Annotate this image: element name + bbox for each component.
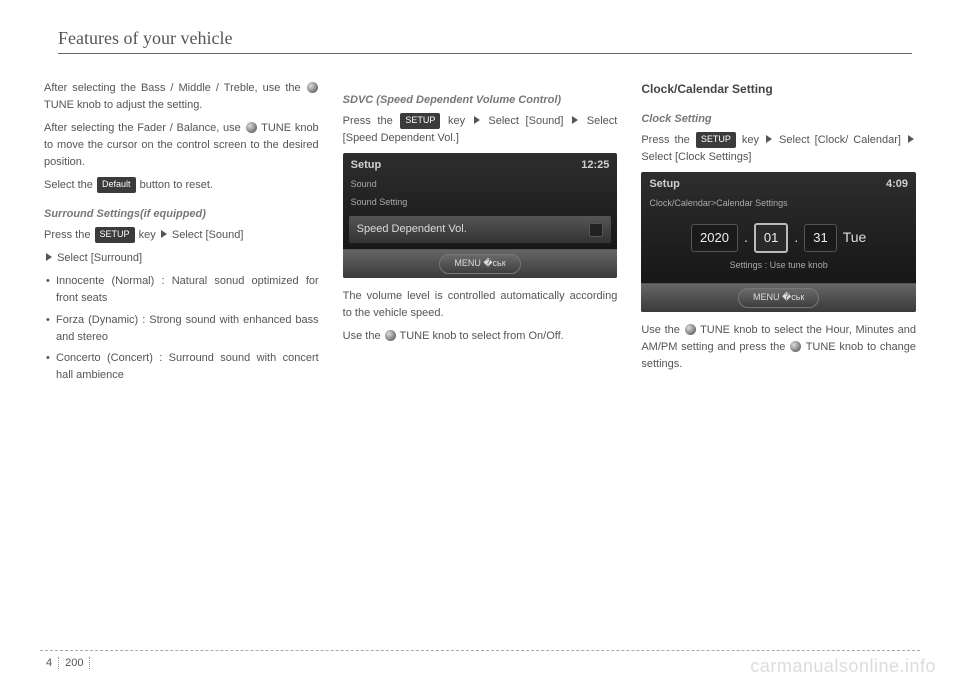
month-box: 01 (754, 223, 788, 253)
text: Select [Sound] (488, 115, 563, 127)
device-title: Setup (351, 157, 382, 174)
surround-heading: Surround Settings(if equipped) (44, 206, 319, 223)
device-crumb: Clock/Calendar>Calendar Settings (641, 195, 916, 213)
para: Use the TUNE knob to select the Hour, Mi… (641, 322, 916, 373)
tune-knob-icon (246, 122, 257, 133)
para: Select the Default button to reset. (44, 177, 319, 194)
arrow-icon (161, 230, 167, 238)
setup-button: SETUP (95, 227, 135, 243)
column-2: SDVC (Speed Dependent Volume Control) Pr… (343, 80, 618, 388)
para: After selecting the Fader / Balance, use… (44, 120, 319, 171)
device-line: Sound Setting (343, 194, 618, 212)
text: Press the (44, 229, 94, 241)
tune-knob-icon (385, 330, 396, 341)
device-screenshot-sdvc: Setup 12:25 Sound Sound Setting Speed De… (343, 153, 618, 278)
text: TUNE knob to adjust the setting. (44, 99, 202, 111)
text: TUNE knob to select from On/Off. (400, 330, 564, 342)
text: key (448, 115, 465, 127)
device-time: 4:09 (886, 176, 908, 193)
column-1: After selecting the Bass / Middle / Treb… (44, 80, 319, 388)
setup-button: SETUP (696, 132, 736, 148)
sdvc-heading: SDVC (Speed Dependent Volume Control) (343, 92, 618, 109)
device-line: Sound (343, 176, 618, 194)
tune-knob-icon (790, 341, 801, 352)
text: Use the (343, 330, 384, 342)
device-row-label: Speed Dependent Vol. (357, 221, 467, 238)
arrow-icon (908, 135, 914, 143)
para: The volume level is controlled automatic… (343, 288, 618, 322)
day-box: 31 (804, 224, 836, 252)
dot: . (794, 227, 798, 249)
text: Select [Sound] (172, 229, 244, 241)
device-row: Speed Dependent Vol. (349, 216, 612, 243)
bullet-list: Innocente (Normal) : Natural sonud optim… (44, 273, 319, 383)
date-row: 2020 . 01 . 31 Tue (641, 213, 916, 259)
text: button to reset. (140, 179, 213, 191)
para: Press the SETUP key Select [Sound] (44, 227, 319, 244)
dow: Tue (843, 227, 867, 249)
section-number: 4 (40, 657, 59, 669)
arrow-icon (46, 253, 52, 261)
page-header: Features of your vehicle (58, 28, 912, 54)
para: Select [Surround] (44, 250, 319, 267)
device-menu-bar: MENU �ськ (641, 283, 916, 312)
menu-button: MENU �ськ (738, 288, 819, 308)
para: Press the SETUP key Select [Sound] Selec… (343, 113, 618, 147)
text: key (742, 134, 759, 146)
page-number: 200 (59, 657, 90, 669)
column-3: Clock/Calendar Setting Clock Setting Pre… (641, 80, 916, 388)
text: After selecting the Bass / Middle / Treb… (44, 82, 306, 94)
text: key (139, 229, 156, 241)
device-time: 12:25 (581, 157, 609, 174)
watermark: carmanualsonline.info (750, 656, 936, 677)
list-item: Innocente (Normal) : Natural sonud optim… (44, 273, 319, 307)
device-menu-bar: MENU �ськ (343, 249, 618, 278)
list-item: Forza (Dynamic) : Strong sound with enha… (44, 312, 319, 346)
device-title: Setup (649, 176, 680, 193)
arrow-icon (474, 116, 480, 124)
arrow-icon (766, 135, 772, 143)
tune-knob-icon (685, 324, 696, 335)
text: Select the (44, 179, 96, 191)
clock-setting-heading: Clock Setting (641, 111, 916, 128)
text: Select [Surround] (57, 252, 142, 264)
checkbox-icon (589, 223, 603, 237)
para: Use the TUNE knob to select from On/Off. (343, 328, 618, 345)
text: Use the (641, 324, 683, 336)
dot: . (744, 227, 748, 249)
text: Select [Clock/ Calendar] (779, 134, 901, 146)
year-box: 2020 (691, 224, 738, 252)
text: Select [Clock Settings] (641, 151, 751, 163)
default-button: Default (97, 177, 136, 193)
para: After selecting the Bass / Middle / Treb… (44, 80, 319, 114)
text: Press the (343, 115, 400, 127)
clock-calendar-heading: Clock/Calendar Setting (641, 80, 916, 99)
device-screenshot-clock: Setup 4:09 Clock/Calendar>Calendar Setti… (641, 172, 916, 312)
tune-knob-icon (307, 82, 318, 93)
list-item: Concerto (Concert) : Surround sound with… (44, 350, 319, 384)
text: Press the (641, 134, 694, 146)
device-hint: Settings : Use tune knob (641, 259, 916, 277)
para: Press the SETUP key Select [Clock/ Calen… (641, 132, 916, 166)
menu-button: MENU �ськ (439, 254, 520, 274)
arrow-icon (572, 116, 578, 124)
setup-button: SETUP (400, 113, 440, 129)
text: After selecting the Fader / Balance, use (44, 122, 245, 134)
